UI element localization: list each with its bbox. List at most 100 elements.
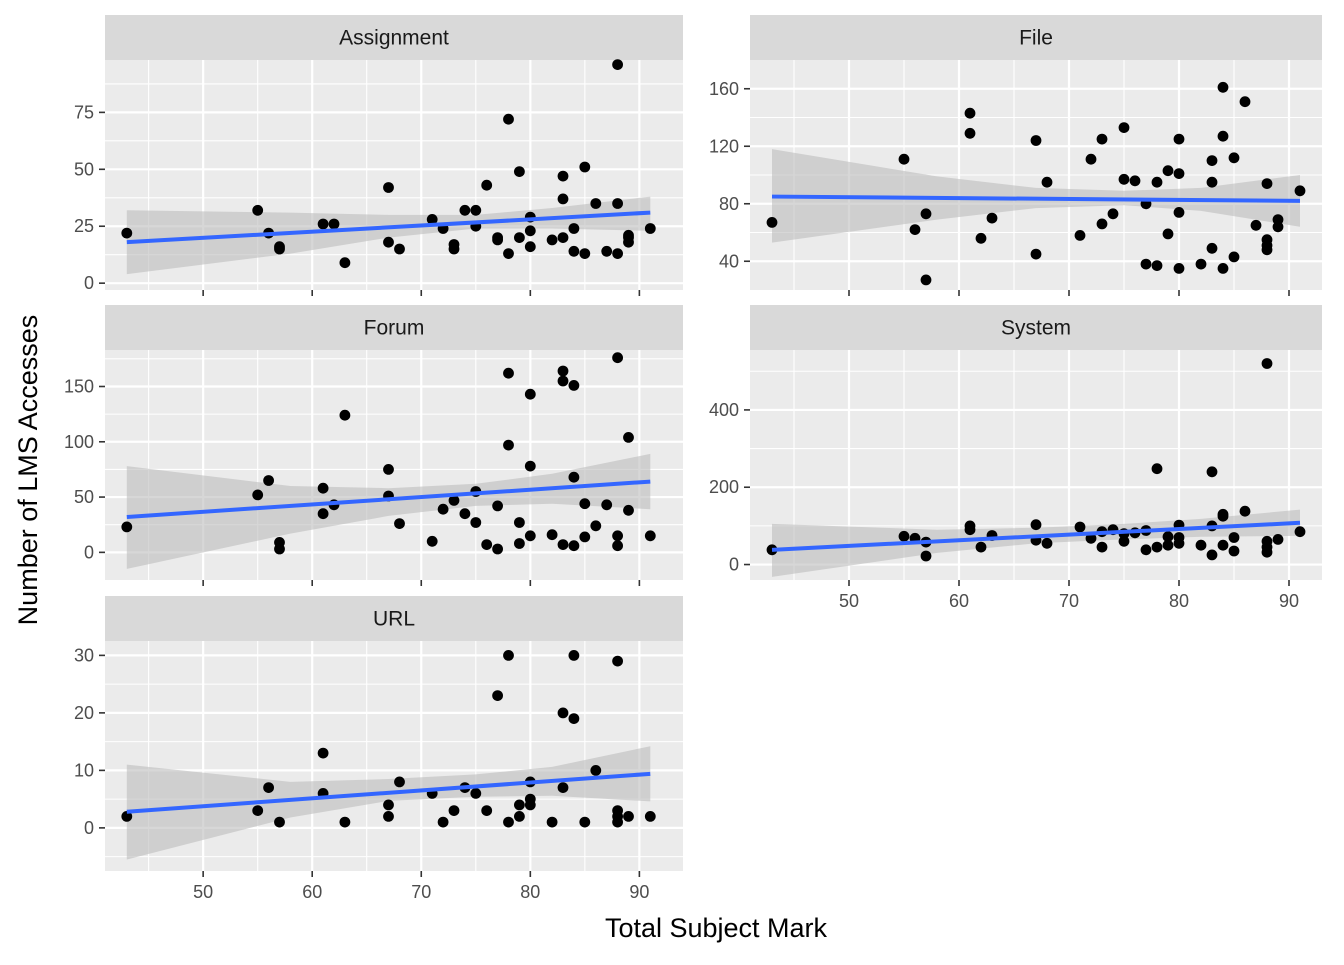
data-point (339, 257, 351, 269)
data-point (524, 241, 536, 253)
data-point (394, 776, 405, 788)
data-point (470, 788, 482, 799)
data-point (1195, 539, 1207, 551)
facet-strip (105, 305, 683, 350)
data-point (601, 499, 613, 511)
y-tick-label: 75 (74, 102, 94, 122)
data-point (1261, 178, 1273, 190)
x-axis-title: Total Subject Mark (605, 913, 828, 943)
x-tick-label: 80 (520, 882, 540, 902)
data-point (514, 538, 525, 549)
data-point (524, 460, 536, 472)
data-point (568, 650, 580, 661)
y-tick-label: 400 (709, 400, 739, 420)
data-point (964, 107, 976, 119)
y-tick-label: 0 (84, 542, 94, 562)
data-point (557, 365, 569, 377)
data-point (1173, 133, 1185, 145)
data-point (503, 367, 514, 379)
x-tick-label: 90 (629, 882, 649, 902)
y-tick-label: 0 (729, 555, 739, 575)
y-tick-label: 0 (84, 818, 94, 838)
data-point (1217, 539, 1229, 551)
data-point (1250, 219, 1262, 231)
data-point (514, 232, 525, 244)
x-tick-label: 50 (839, 591, 859, 611)
data-point (503, 650, 514, 661)
data-point (579, 498, 591, 510)
data-point (437, 816, 449, 828)
data-point (274, 816, 285, 828)
data-point (1173, 168, 1185, 180)
data-point (394, 243, 405, 255)
data-point (492, 690, 503, 701)
data-point (339, 409, 351, 421)
data-point (274, 543, 285, 555)
data-point (426, 214, 438, 225)
data-point (1261, 546, 1273, 558)
data-point (383, 811, 394, 822)
data-point (1294, 526, 1306, 538)
data-point (1041, 537, 1053, 549)
data-point (514, 811, 525, 822)
data-point (568, 245, 580, 257)
data-point (1228, 545, 1240, 557)
data-point (590, 198, 602, 209)
data-point (1217, 510, 1229, 522)
trend-line (771, 520, 1301, 552)
data-point (1206, 176, 1218, 188)
y-tick-label: 0 (84, 273, 94, 293)
confidence-band (126, 196, 651, 275)
data-point (448, 243, 460, 255)
data-point (1294, 185, 1306, 197)
data-point (1085, 153, 1097, 165)
data-point (1272, 534, 1284, 545)
x-tick-label: 60 (949, 591, 969, 611)
data-point (317, 218, 329, 230)
data-point (623, 232, 634, 244)
data-point (328, 218, 340, 230)
facet-strip-label: System (1001, 317, 1071, 340)
data-point (1030, 519, 1042, 531)
data-point (524, 388, 536, 400)
y-tick-label: 10 (74, 760, 94, 780)
y-tick-label: 80 (719, 194, 739, 214)
data-point (1228, 532, 1240, 543)
data-point (568, 223, 580, 234)
data-point (579, 248, 591, 259)
data-point (920, 208, 932, 220)
data-point (546, 529, 558, 541)
data-point (1151, 541, 1163, 553)
confidence-band (126, 453, 651, 569)
data-point (1239, 96, 1251, 108)
data-point (1272, 221, 1284, 233)
facet-strip-label: URL (373, 608, 415, 631)
data-point (612, 59, 623, 70)
data-point (121, 521, 133, 533)
data-point (975, 541, 987, 553)
facet-strip (105, 15, 683, 60)
data-point (514, 166, 525, 178)
y-tick-label: 200 (709, 477, 739, 497)
data-point (252, 489, 264, 501)
data-point (470, 204, 482, 216)
data-point (1261, 358, 1273, 369)
panel-assignment: Assignment 0 25 50 75 (74, 15, 683, 296)
data-point (1118, 173, 1130, 185)
data-point (1041, 176, 1053, 188)
data-point (252, 805, 264, 816)
data-point (557, 375, 569, 387)
data-point (1074, 230, 1086, 241)
data-point (503, 248, 514, 259)
data-point (514, 799, 525, 811)
data-point (612, 198, 623, 209)
data-point (546, 234, 558, 246)
data-point (383, 799, 394, 811)
data-point (623, 504, 634, 516)
data-point (1261, 240, 1273, 251)
data-point (481, 179, 493, 191)
data-point (1217, 263, 1229, 274)
data-point (557, 782, 569, 793)
y-tick-label: 50 (74, 159, 94, 179)
